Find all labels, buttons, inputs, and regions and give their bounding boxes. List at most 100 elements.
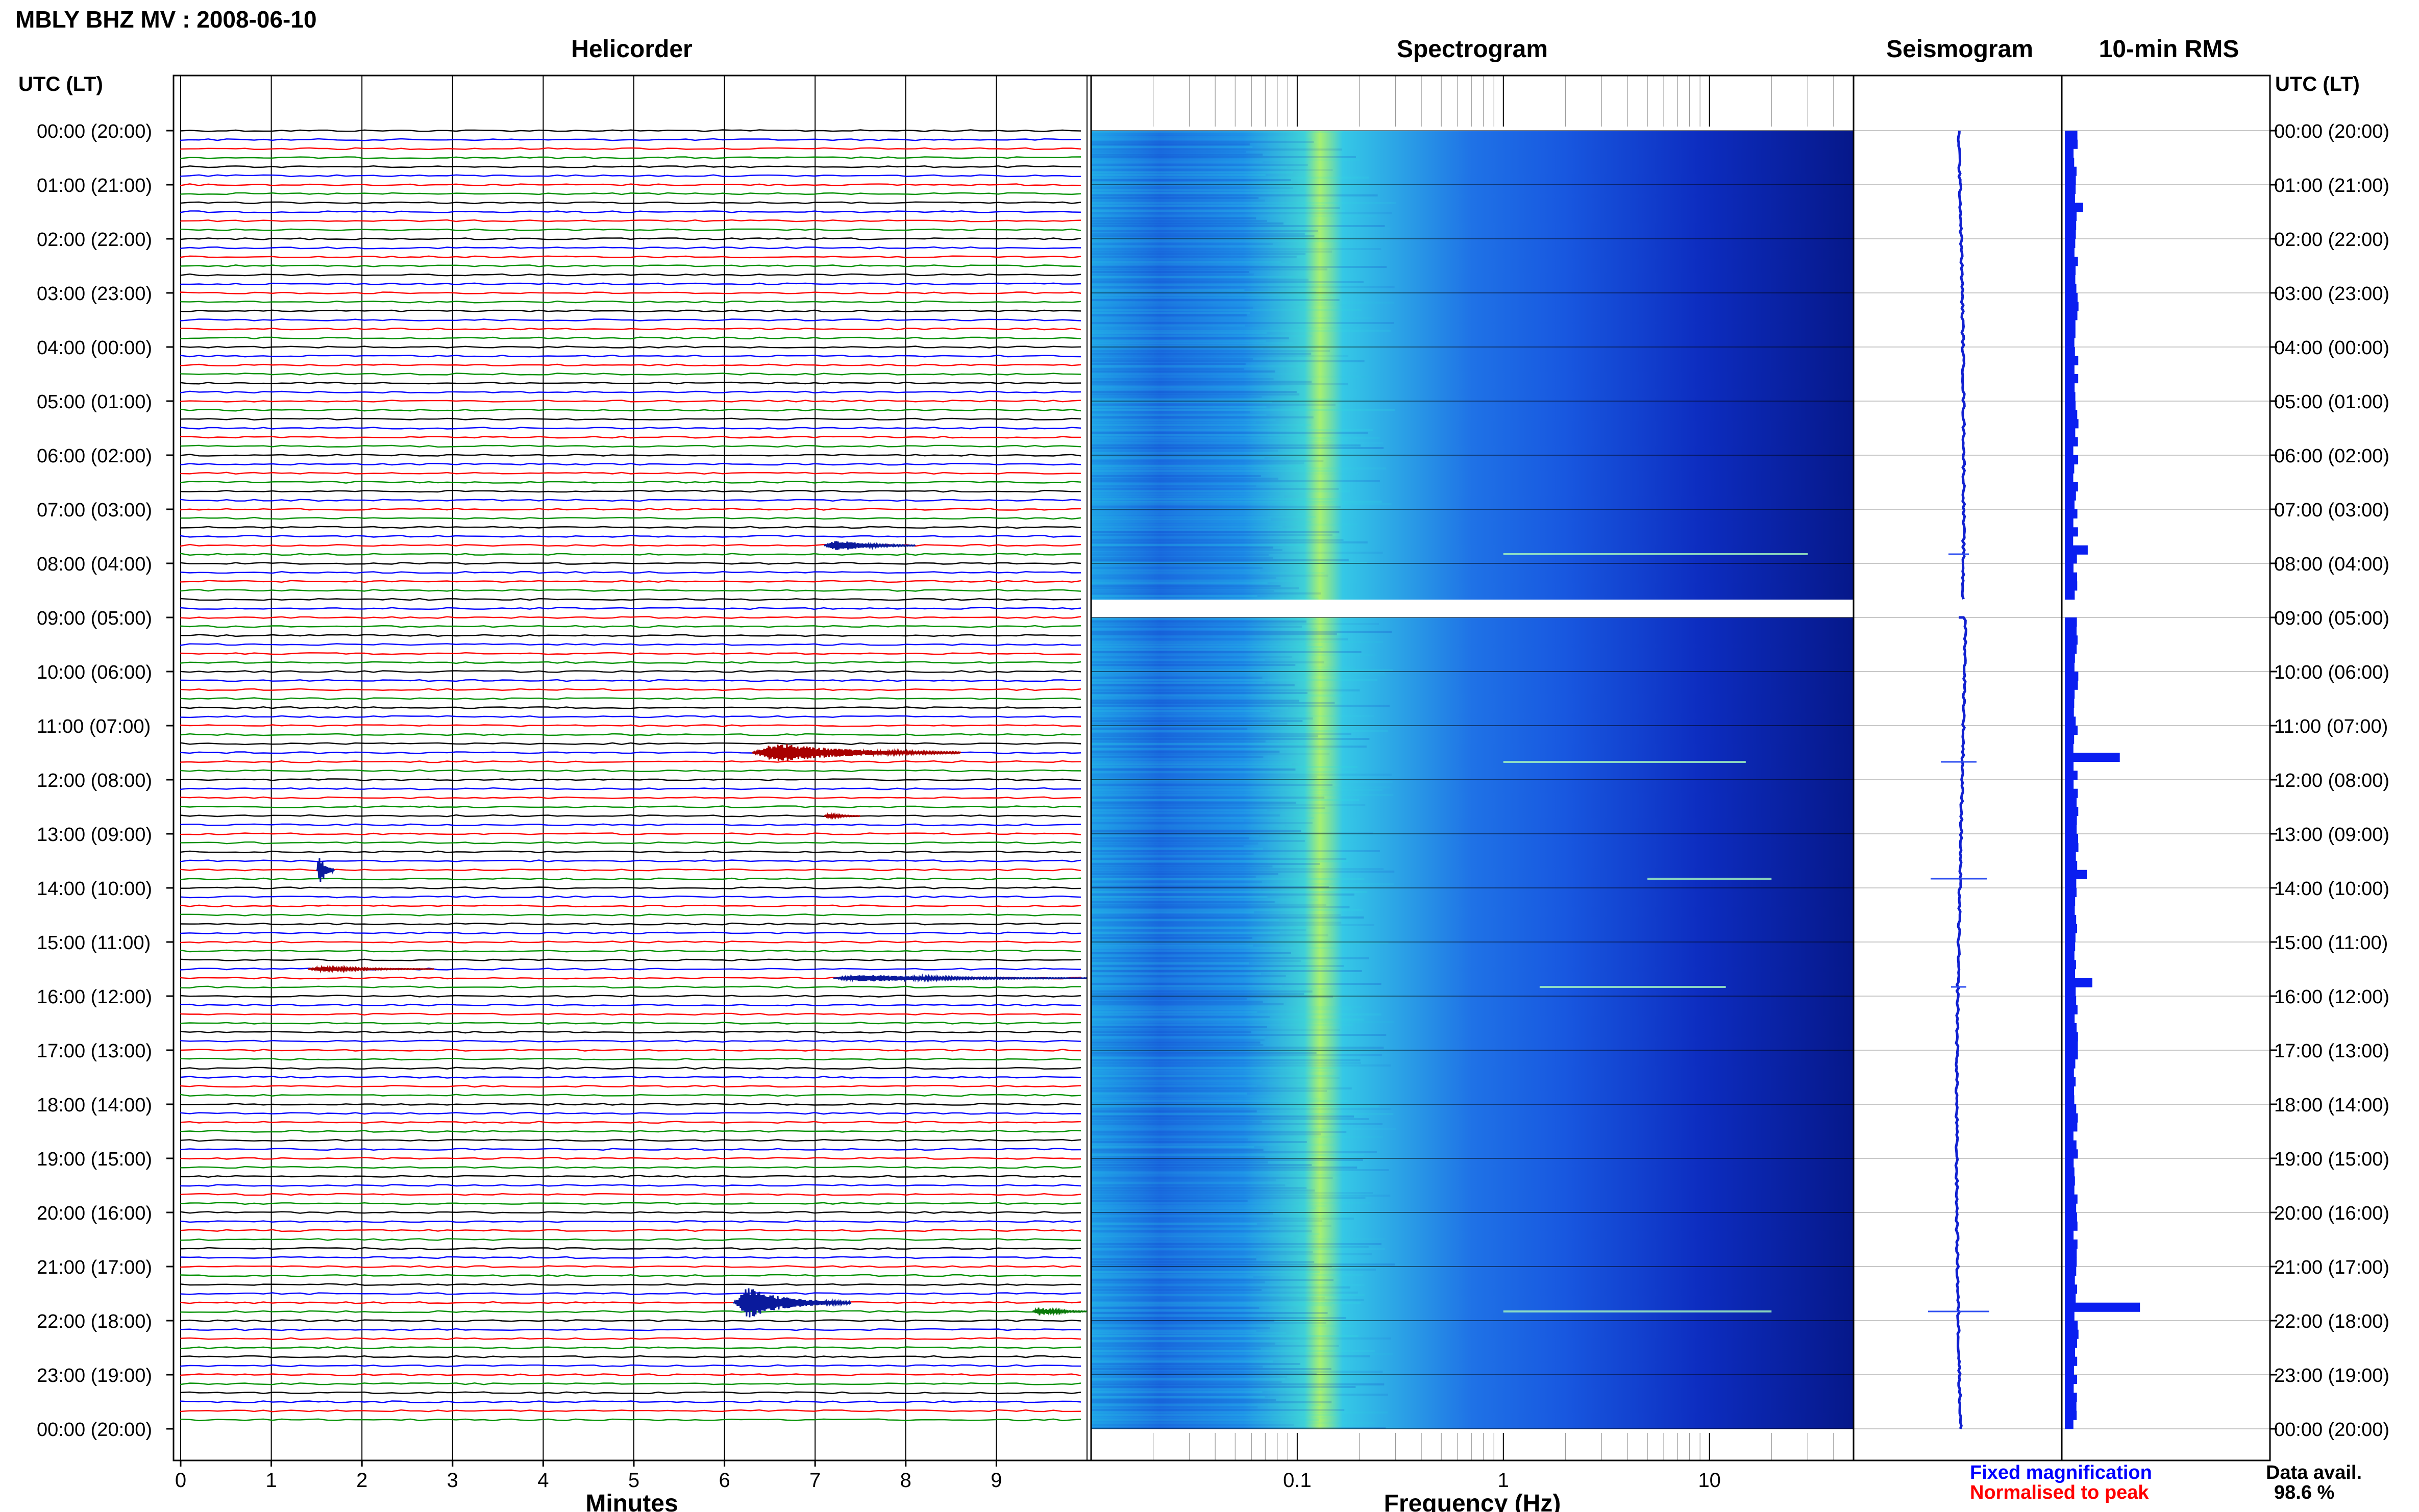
spectrogram-row-texture — [1091, 559, 1349, 561]
rms-bar — [2065, 1420, 2074, 1429]
rms-bar — [2065, 707, 2074, 717]
spectrogram-row-texture — [1091, 651, 1362, 653]
spectrogram-row-texture — [1091, 312, 1250, 314]
spectrogram-row-texture — [1091, 666, 1355, 668]
spectrogram-row-texture — [1091, 274, 1254, 276]
spectrogram-row-texture — [1091, 945, 1254, 947]
spectrogram-row-texture — [1091, 769, 1296, 771]
spectrogram-row-texture — [1091, 1253, 1372, 1255]
spectrogram-row-texture — [1091, 1123, 1383, 1125]
spectrogram-row-texture — [1091, 797, 1325, 799]
spectrogram-row-texture — [1091, 1307, 1260, 1309]
spectrogram-row-texture — [1091, 1276, 1253, 1278]
rms-bar — [2065, 1375, 2077, 1384]
rms-bar — [2065, 166, 2077, 176]
helicorder-trace — [180, 318, 1081, 321]
spectrogram-row-texture — [1091, 1373, 1317, 1375]
spectrogram-row-texture — [1091, 439, 1348, 441]
helicorder-trace — [180, 1022, 1081, 1025]
helicorder-trace — [180, 1310, 1081, 1313]
rms-title: 10-min RMS — [2099, 36, 2239, 63]
spectrogram-row-texture — [1091, 723, 1288, 725]
spectrogram-row-texture — [1091, 618, 1317, 620]
spectrogram-row-texture — [1091, 179, 1291, 181]
rms-bar — [2065, 257, 2078, 266]
helicorder-trace — [180, 634, 1081, 637]
helicorder-trace — [180, 1418, 1081, 1422]
spectrogram-row-texture — [1091, 547, 1274, 549]
spectrogram-row-texture — [1091, 235, 1315, 237]
spectrogram-row-texture — [1091, 598, 1319, 600]
spectrogram-row-texture — [1091, 656, 1292, 658]
spectrogram-row-texture — [1091, 687, 1349, 689]
spectrogram-row-texture — [1091, 1263, 1395, 1266]
rms-bar — [2065, 247, 2075, 257]
spectrogram-row-texture — [1091, 1072, 1301, 1074]
spectrogram-row-texture — [1091, 753, 1330, 755]
helicorder-trace — [180, 1157, 1081, 1160]
spectrogram-row-texture — [1091, 348, 1263, 350]
spectrogram-row-texture — [1091, 1064, 1391, 1067]
helicorder-trace — [180, 652, 1081, 655]
helicorder-trace — [180, 598, 1081, 601]
helicorder-trace — [180, 246, 1081, 250]
rms-bar — [2065, 734, 2075, 744]
spectrogram-row-texture — [1091, 1258, 1256, 1260]
spectrogram-row-texture — [1091, 164, 1308, 166]
spectrogram-row-texture — [1091, 399, 1339, 401]
spectrogram-row-texture — [1091, 1358, 1289, 1360]
spectrogram-row-texture — [1091, 1381, 1282, 1383]
rms-bar — [2065, 572, 2078, 582]
helicorder-trace — [180, 201, 1081, 205]
spectrogram-row-texture — [1091, 1424, 1294, 1426]
rms-bar — [2065, 338, 2075, 348]
helicorder-trace — [180, 995, 1081, 998]
time-label-left: 02:00 (22:00) — [37, 229, 152, 251]
spectrogram-row-texture — [1091, 1011, 1257, 1013]
spectrogram-row-texture — [1091, 294, 1337, 296]
rms-bar — [2065, 545, 2088, 555]
spectrogram-row-texture — [1091, 1187, 1307, 1189]
spectrogram-row-texture — [1091, 960, 1301, 962]
rms-bar — [2065, 771, 2078, 780]
helicorder-trace — [180, 1084, 1081, 1088]
time-label-right: 23:00 (19:00) — [2274, 1365, 2389, 1386]
time-label-left: 07:00 (03:00) — [37, 500, 152, 521]
spectrogram-row-texture — [1091, 990, 1313, 993]
rms-bar — [2065, 726, 2078, 735]
rms-bar — [2065, 464, 2075, 474]
spectrogram-row-texture — [1091, 299, 1340, 301]
time-label-left: 05:00 (01:00) — [37, 391, 152, 413]
spectrogram-row-texture — [1091, 1233, 1320, 1235]
helicorder-trace — [180, 832, 1081, 835]
spectrogram-row-texture — [1091, 210, 1345, 212]
spectrogram-row-texture — [1091, 473, 1359, 475]
spectrogram-row-texture — [1091, 432, 1368, 434]
spectrogram-row-texture — [1091, 238, 1320, 240]
spectrogram-row-texture — [1091, 279, 1309, 281]
rms-bar — [2065, 1267, 2077, 1276]
rms-bar — [2065, 365, 2075, 375]
time-label-right: 21:00 (17:00) — [2274, 1257, 2389, 1278]
spectrogram-row-texture — [1091, 411, 1250, 413]
spectrogram-row-texture — [1091, 1317, 1346, 1319]
time-label-left: 11:00 (07:00) — [37, 716, 151, 737]
spectrogram-row-texture — [1091, 763, 1292, 765]
spectrogram-row-texture — [1091, 230, 1319, 232]
spectrogram-row-texture — [1091, 240, 1343, 242]
time-label-right: 19:00 (15:00) — [2274, 1149, 2389, 1170]
spectrogram-row-texture — [1091, 939, 1330, 941]
spectrogram-row-texture — [1091, 973, 1262, 975]
spectrogram-row-texture — [1091, 544, 1304, 546]
spectrogram-row-texture — [1091, 633, 1337, 635]
spectrogram-row-texture — [1091, 289, 1245, 291]
spectrogram-row-texture — [1091, 761, 1300, 763]
time-label-right: 00:00 (20:00) — [2274, 1419, 2389, 1441]
spectrogram-row-texture — [1091, 1419, 1319, 1421]
rms-bar — [2065, 1059, 2076, 1069]
panels-frame — [172, 75, 2271, 1461]
time-label-right: 11:00 (07:00) — [2274, 716, 2388, 737]
helicorder-trace — [180, 516, 1081, 520]
spectrogram-row-texture — [1091, 1322, 1326, 1324]
spectrogram-row-texture — [1091, 419, 1276, 421]
